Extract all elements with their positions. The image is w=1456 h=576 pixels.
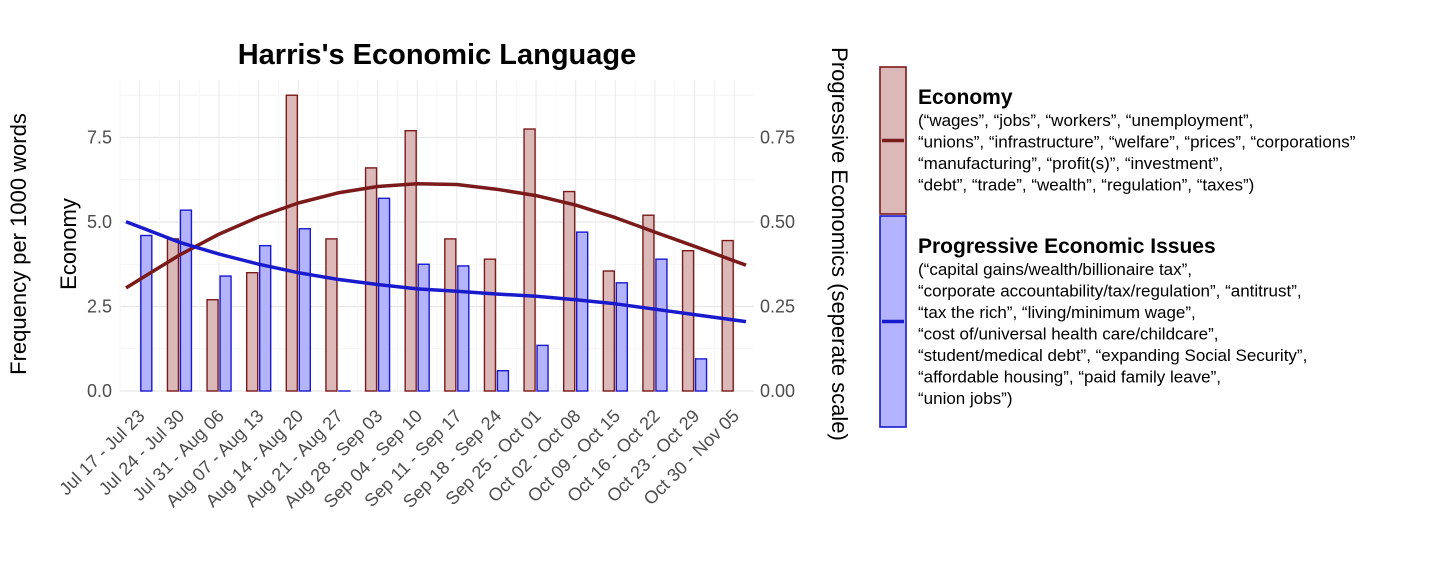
progressive-bar bbox=[457, 265, 470, 392]
legend-text-line: “tax the rich”, “living/minimum wage”, bbox=[918, 303, 1196, 322]
economy-bar bbox=[245, 271, 259, 392]
progressive-bar bbox=[417, 263, 430, 392]
legend-text-line: “cost of/universal health care/childcare… bbox=[918, 325, 1218, 344]
economy-bar bbox=[602, 270, 616, 392]
economy-bar bbox=[444, 238, 457, 392]
progressive-bar bbox=[615, 282, 629, 392]
y-tick-right: 0.50 bbox=[760, 212, 795, 232]
legend-text-line: “unions”, “infrastructure”, “welfare”, “… bbox=[918, 133, 1356, 152]
legend-text-line: “union jobs”) bbox=[918, 389, 1013, 408]
y-tick-left: 5.0 bbox=[87, 212, 112, 232]
economy-bar bbox=[483, 258, 497, 392]
legend: Economy (“wages”, “jobs”, “workers”, “une… bbox=[879, 66, 1356, 428]
y-axis-right-label: Progressive Economics (seperate scale) bbox=[827, 47, 852, 441]
economy-bar bbox=[523, 128, 536, 392]
y-tick-left: 2.5 bbox=[87, 296, 112, 316]
legend-text-line: “corporate accountability/tax/regulation… bbox=[918, 282, 1302, 301]
economy-bar bbox=[721, 239, 734, 392]
legend-title-economy: Economy bbox=[918, 86, 1013, 109]
economy-bar bbox=[562, 190, 576, 392]
y-axis-left: 0.0 2.5 5.0 7.5 bbox=[87, 127, 112, 401]
legend-text-line: (“wages”, “jobs”, “workers”, “unemployme… bbox=[918, 111, 1253, 130]
economy-bar bbox=[642, 214, 655, 392]
chart-title: Harris's Economic Language bbox=[238, 39, 637, 71]
trend-lines bbox=[125, 182, 747, 324]
economy-bar bbox=[325, 238, 338, 392]
legend-text-line: “affordable housing”, “paid family leave… bbox=[918, 368, 1221, 387]
economy-bar bbox=[285, 94, 299, 392]
progressive-bar bbox=[575, 231, 589, 392]
progressive-bar bbox=[496, 370, 510, 392]
progressive-bar bbox=[694, 358, 708, 392]
progressive-bar bbox=[179, 209, 193, 392]
progressive-bar bbox=[655, 258, 668, 392]
legend-text-line: (“capital gains/wealth/billionaire tax”, bbox=[918, 260, 1192, 279]
y-tick-left: 0.0 bbox=[87, 381, 112, 401]
y-tick-right: 0.00 bbox=[760, 381, 795, 401]
progressive-trend-line bbox=[125, 220, 747, 324]
y-axis-left-label: Economy bbox=[56, 198, 81, 290]
economy-bar bbox=[364, 167, 378, 392]
y-axis-right: 0.00 0.25 0.50 0.75 bbox=[760, 127, 795, 401]
y-tick-right: 0.75 bbox=[760, 127, 795, 147]
economy-trend-line bbox=[125, 182, 747, 290]
legend-text-line: “debt”, “trade”, “wealth”, “regulation”,… bbox=[918, 176, 1254, 195]
legend-text-line: “manufacturing”, “profit(s)”, “investmen… bbox=[918, 154, 1223, 173]
economy-bar bbox=[206, 299, 219, 392]
progressive-bar bbox=[140, 234, 153, 392]
progressive-bar bbox=[219, 275, 232, 392]
y-tick-right: 0.25 bbox=[760, 296, 795, 316]
bars bbox=[140, 94, 734, 392]
economy-bar bbox=[404, 130, 417, 392]
y-axis-outer-label: Frequency per 1000 words bbox=[6, 113, 31, 375]
progressive-bar bbox=[258, 244, 272, 392]
progressive-bar bbox=[298, 228, 312, 392]
economy-bar bbox=[681, 250, 695, 392]
legend-text-line: “student/medical debt”, “expanding Socia… bbox=[918, 346, 1307, 365]
y-tick-left: 7.5 bbox=[87, 127, 112, 147]
legend-title-progressive: Progressive Economic Issues bbox=[918, 235, 1216, 258]
progressive-bar bbox=[377, 197, 391, 392]
progressive-bar bbox=[536, 344, 549, 392]
